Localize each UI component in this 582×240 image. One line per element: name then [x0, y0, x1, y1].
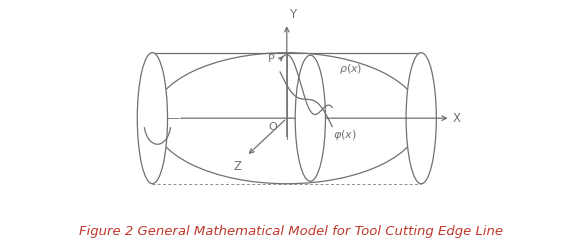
Text: Y: Y — [289, 8, 296, 21]
Text: $\rho(x)$: $\rho(x)$ — [339, 62, 363, 77]
Ellipse shape — [406, 53, 436, 184]
Text: $\varphi(x)$: $\varphi(x)$ — [333, 128, 357, 142]
Text: Figure 2 General Mathematical Model for Tool Cutting Edge Line: Figure 2 General Mathematical Model for … — [79, 225, 503, 238]
Ellipse shape — [295, 55, 325, 181]
Ellipse shape — [137, 53, 168, 184]
Text: O: O — [268, 122, 276, 132]
Text: Z: Z — [233, 160, 242, 173]
Text: X: X — [453, 112, 461, 125]
Text: P: P — [268, 54, 275, 64]
